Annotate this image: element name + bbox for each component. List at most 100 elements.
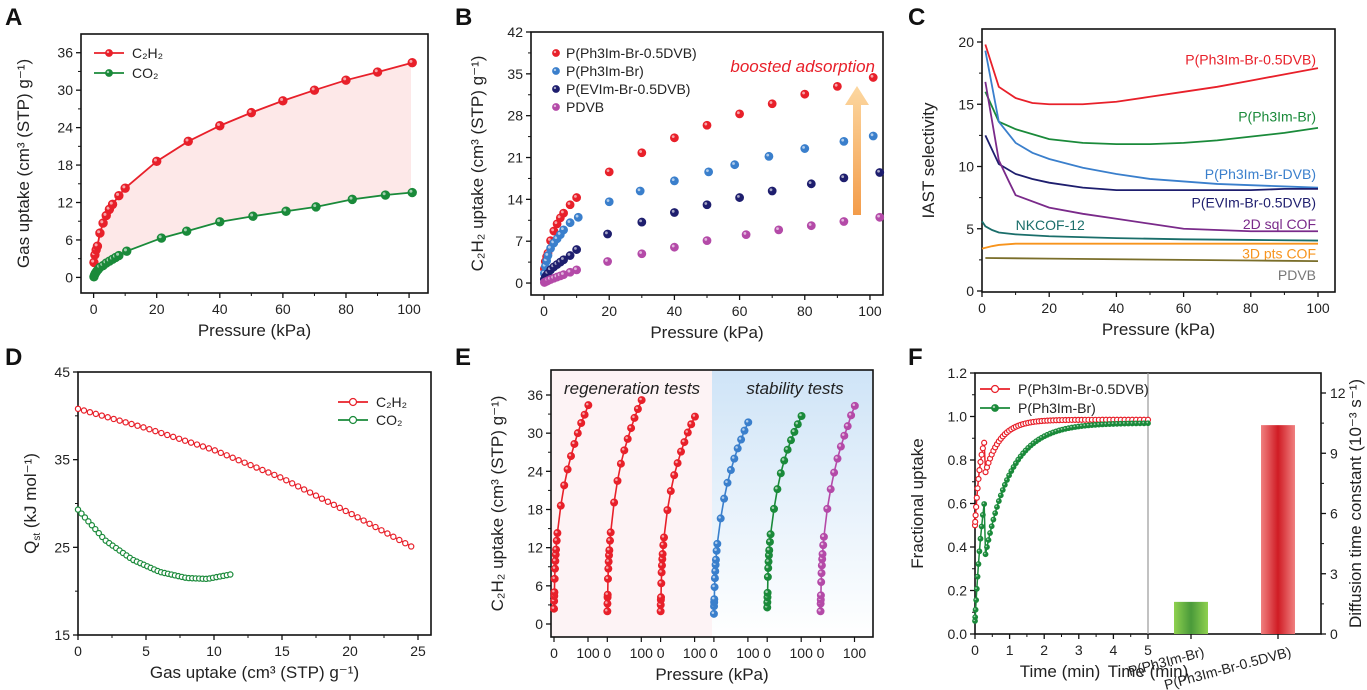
data-point xyxy=(402,540,409,547)
fill-between-area xyxy=(93,63,411,277)
data-point-highlight xyxy=(1060,427,1063,430)
data-point xyxy=(716,514,725,523)
data-point xyxy=(817,569,826,578)
series-line xyxy=(981,242,1318,250)
data-point xyxy=(122,246,132,256)
data-point-highlight xyxy=(834,83,838,87)
x-axis-title: Pressure (kPa) xyxy=(655,665,768,684)
data-point xyxy=(763,572,772,581)
data-point xyxy=(378,527,385,534)
x-tick-label: 25 xyxy=(410,643,426,659)
data-point xyxy=(92,241,103,251)
x-tick-label: 100 xyxy=(790,645,814,661)
data-point xyxy=(735,193,744,202)
legend-marker xyxy=(990,384,1000,394)
y-tick-label: 0.4 xyxy=(948,539,968,555)
series-3D pts COF: 3D pts COF xyxy=(981,242,1318,262)
data-point xyxy=(99,533,106,541)
x-tick-label: 20 xyxy=(1041,300,1057,316)
x-tick-label: 100 xyxy=(683,645,707,661)
data-point xyxy=(710,583,719,592)
data-point-highlight xyxy=(1126,421,1129,424)
data-point xyxy=(223,452,230,459)
data-point xyxy=(181,226,192,236)
series-C₂H₂ xyxy=(74,405,415,550)
y-tick-label: 45 xyxy=(54,364,70,380)
x-axis-title: Gas uptake (cm³ (STP) g⁻¹) xyxy=(150,663,359,682)
data-point xyxy=(709,609,718,618)
data-point-highlight xyxy=(721,496,725,499)
data-point-highlight xyxy=(1021,451,1024,454)
legend-marker-highlight xyxy=(553,86,557,90)
data-point-highlight xyxy=(974,598,977,601)
data-point xyxy=(85,518,92,525)
y-tick-label: 25 xyxy=(54,539,70,555)
data-point-highlight xyxy=(704,238,708,241)
data-point-highlight xyxy=(682,439,685,443)
legend-marker xyxy=(991,404,999,412)
data-point xyxy=(573,212,583,222)
data-point xyxy=(972,512,979,519)
data-point xyxy=(816,591,825,600)
data-point xyxy=(550,588,559,597)
panel-label: C xyxy=(908,4,925,31)
data-point-highlight xyxy=(605,601,608,604)
data-point xyxy=(670,176,679,186)
data-point-highlight xyxy=(704,202,708,205)
data-point-highlight xyxy=(1083,424,1086,426)
data-point-highlight xyxy=(568,453,572,457)
data-point xyxy=(670,208,679,217)
panel-F: 0.0 0.2 0.4 0.6 0.8 1.0 1.2 Time (min) Fractiona… xyxy=(908,344,1365,690)
data-point-highlight xyxy=(574,267,577,271)
data-point xyxy=(559,225,568,235)
data-point xyxy=(603,229,612,239)
x-axis-title: Time (min) xyxy=(1108,662,1189,681)
y-tick-label: 30 xyxy=(527,425,543,441)
data-point-highlight xyxy=(706,169,709,173)
data-point xyxy=(318,495,326,502)
data-point-highlight xyxy=(765,565,769,569)
data-point-highlight xyxy=(109,201,113,205)
data-point xyxy=(366,520,373,527)
data-point xyxy=(823,504,832,513)
data-point-highlight xyxy=(688,421,692,425)
y-tick-label: 24 xyxy=(527,463,543,479)
y-right-axis-title: Diffusion time constant (10⁻³ s⁻¹) xyxy=(1346,379,1365,628)
data-point xyxy=(972,518,979,525)
data-point-highlight xyxy=(671,244,675,248)
panel-E: 0 6 12 18 24 30 36 Pressure (kPa) C₂H₂ uptake (c… xyxy=(455,344,874,684)
data-point-highlight xyxy=(547,245,551,249)
data-point xyxy=(552,536,561,545)
series-PDVB xyxy=(539,212,885,287)
data-point xyxy=(816,607,825,616)
data-point xyxy=(818,550,827,559)
data-point xyxy=(407,58,417,68)
data-point xyxy=(973,503,980,511)
data-point-highlight xyxy=(560,272,564,275)
data-point xyxy=(604,167,614,177)
data-point-highlight xyxy=(1023,448,1026,451)
data-point xyxy=(984,544,990,550)
data-point-highlight xyxy=(808,181,812,185)
x-tick-label: 60 xyxy=(1176,300,1192,316)
data-point xyxy=(550,574,559,583)
x-tick-label: 2 xyxy=(1040,642,1048,658)
data-point-highlight xyxy=(1026,446,1029,449)
data-point-highlight xyxy=(1146,421,1149,424)
data-point xyxy=(78,510,85,517)
data-point xyxy=(976,467,983,474)
data-point-highlight xyxy=(158,235,162,239)
y-tick-label: 35 xyxy=(507,66,523,82)
data-point-highlight xyxy=(877,169,880,173)
data-point xyxy=(277,474,284,481)
panel-B: 0 7 14 21 28 35 42 0 20 40 60 80 100 Pressure (kPa) C₂… xyxy=(455,4,885,342)
data-point xyxy=(843,422,852,431)
data-point-highlight xyxy=(802,145,805,149)
data-point-highlight xyxy=(554,221,558,225)
x-tick-label: 0 xyxy=(763,645,771,661)
data-point xyxy=(281,206,291,216)
data-point-highlight xyxy=(409,189,413,193)
data-point xyxy=(235,456,242,464)
y-tick-label: 18 xyxy=(57,157,73,173)
data-point-highlight xyxy=(575,430,578,434)
